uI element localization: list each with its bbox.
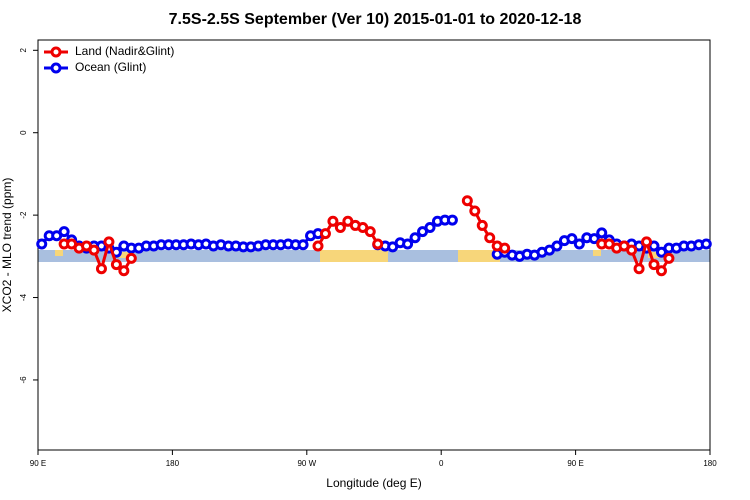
x-tick-label: 0 <box>439 459 444 468</box>
data-point <box>655 265 667 277</box>
data-point <box>36 238 48 250</box>
y-tick-label: 2 <box>19 48 28 53</box>
data-point <box>499 242 511 254</box>
legend-marker <box>50 46 62 58</box>
data-point <box>364 226 376 238</box>
data-point <box>103 236 115 248</box>
y-tick-label: -6 <box>19 376 28 384</box>
data-point <box>551 240 563 252</box>
data-point <box>566 233 578 245</box>
y-tick-label: -4 <box>19 293 28 301</box>
chart-title: 7.5S-2.5S September (Ver 10) 2015-01-01 … <box>169 11 582 28</box>
land-strip <box>320 250 388 262</box>
y-axis-title: XCO2 - MLO trend (ppm) <box>0 178 14 313</box>
y-tick-label: 0 <box>19 130 28 135</box>
data-point <box>58 226 70 238</box>
data-point <box>327 215 339 227</box>
data-point <box>648 259 660 271</box>
x-tick-label: 90 W <box>297 459 316 468</box>
data-point <box>297 239 309 251</box>
data-point <box>596 227 608 239</box>
data-point <box>633 263 645 275</box>
land-strip <box>593 250 601 256</box>
data-point <box>312 240 324 252</box>
data-point <box>573 238 585 250</box>
data-point <box>484 232 496 244</box>
x-tick-label: 90 E <box>567 459 583 468</box>
data-point <box>334 221 346 233</box>
data-point <box>476 219 488 231</box>
data-point <box>319 228 331 240</box>
data-point <box>95 263 107 275</box>
land-strip <box>458 250 500 262</box>
data-point <box>663 252 675 264</box>
land-strip <box>55 250 63 256</box>
x-tick-label: 180 <box>166 459 180 468</box>
data-point <box>461 195 473 207</box>
data-point <box>641 236 653 248</box>
data-point <box>626 244 638 256</box>
data-point <box>700 238 712 250</box>
data-point <box>402 238 414 250</box>
legend-marker <box>50 62 62 74</box>
legend-label: Land (Nadir&Glint) <box>75 44 174 58</box>
data-point <box>118 265 130 277</box>
data-point <box>372 238 384 250</box>
x-tick-label: 90 E <box>30 459 46 468</box>
data-point <box>88 244 100 256</box>
data-point <box>125 252 137 264</box>
legend-label: Ocean (Glint) <box>75 60 146 74</box>
data-point <box>588 233 600 245</box>
data-point <box>409 232 421 244</box>
x-tick-label: 180 <box>703 459 717 468</box>
data-point <box>424 221 436 233</box>
data-point <box>110 259 122 271</box>
data-point <box>446 214 458 226</box>
y-tick-label: -2 <box>19 211 28 219</box>
data-point <box>469 205 481 217</box>
x-axis-title: Longitude (deg E) <box>326 476 421 490</box>
